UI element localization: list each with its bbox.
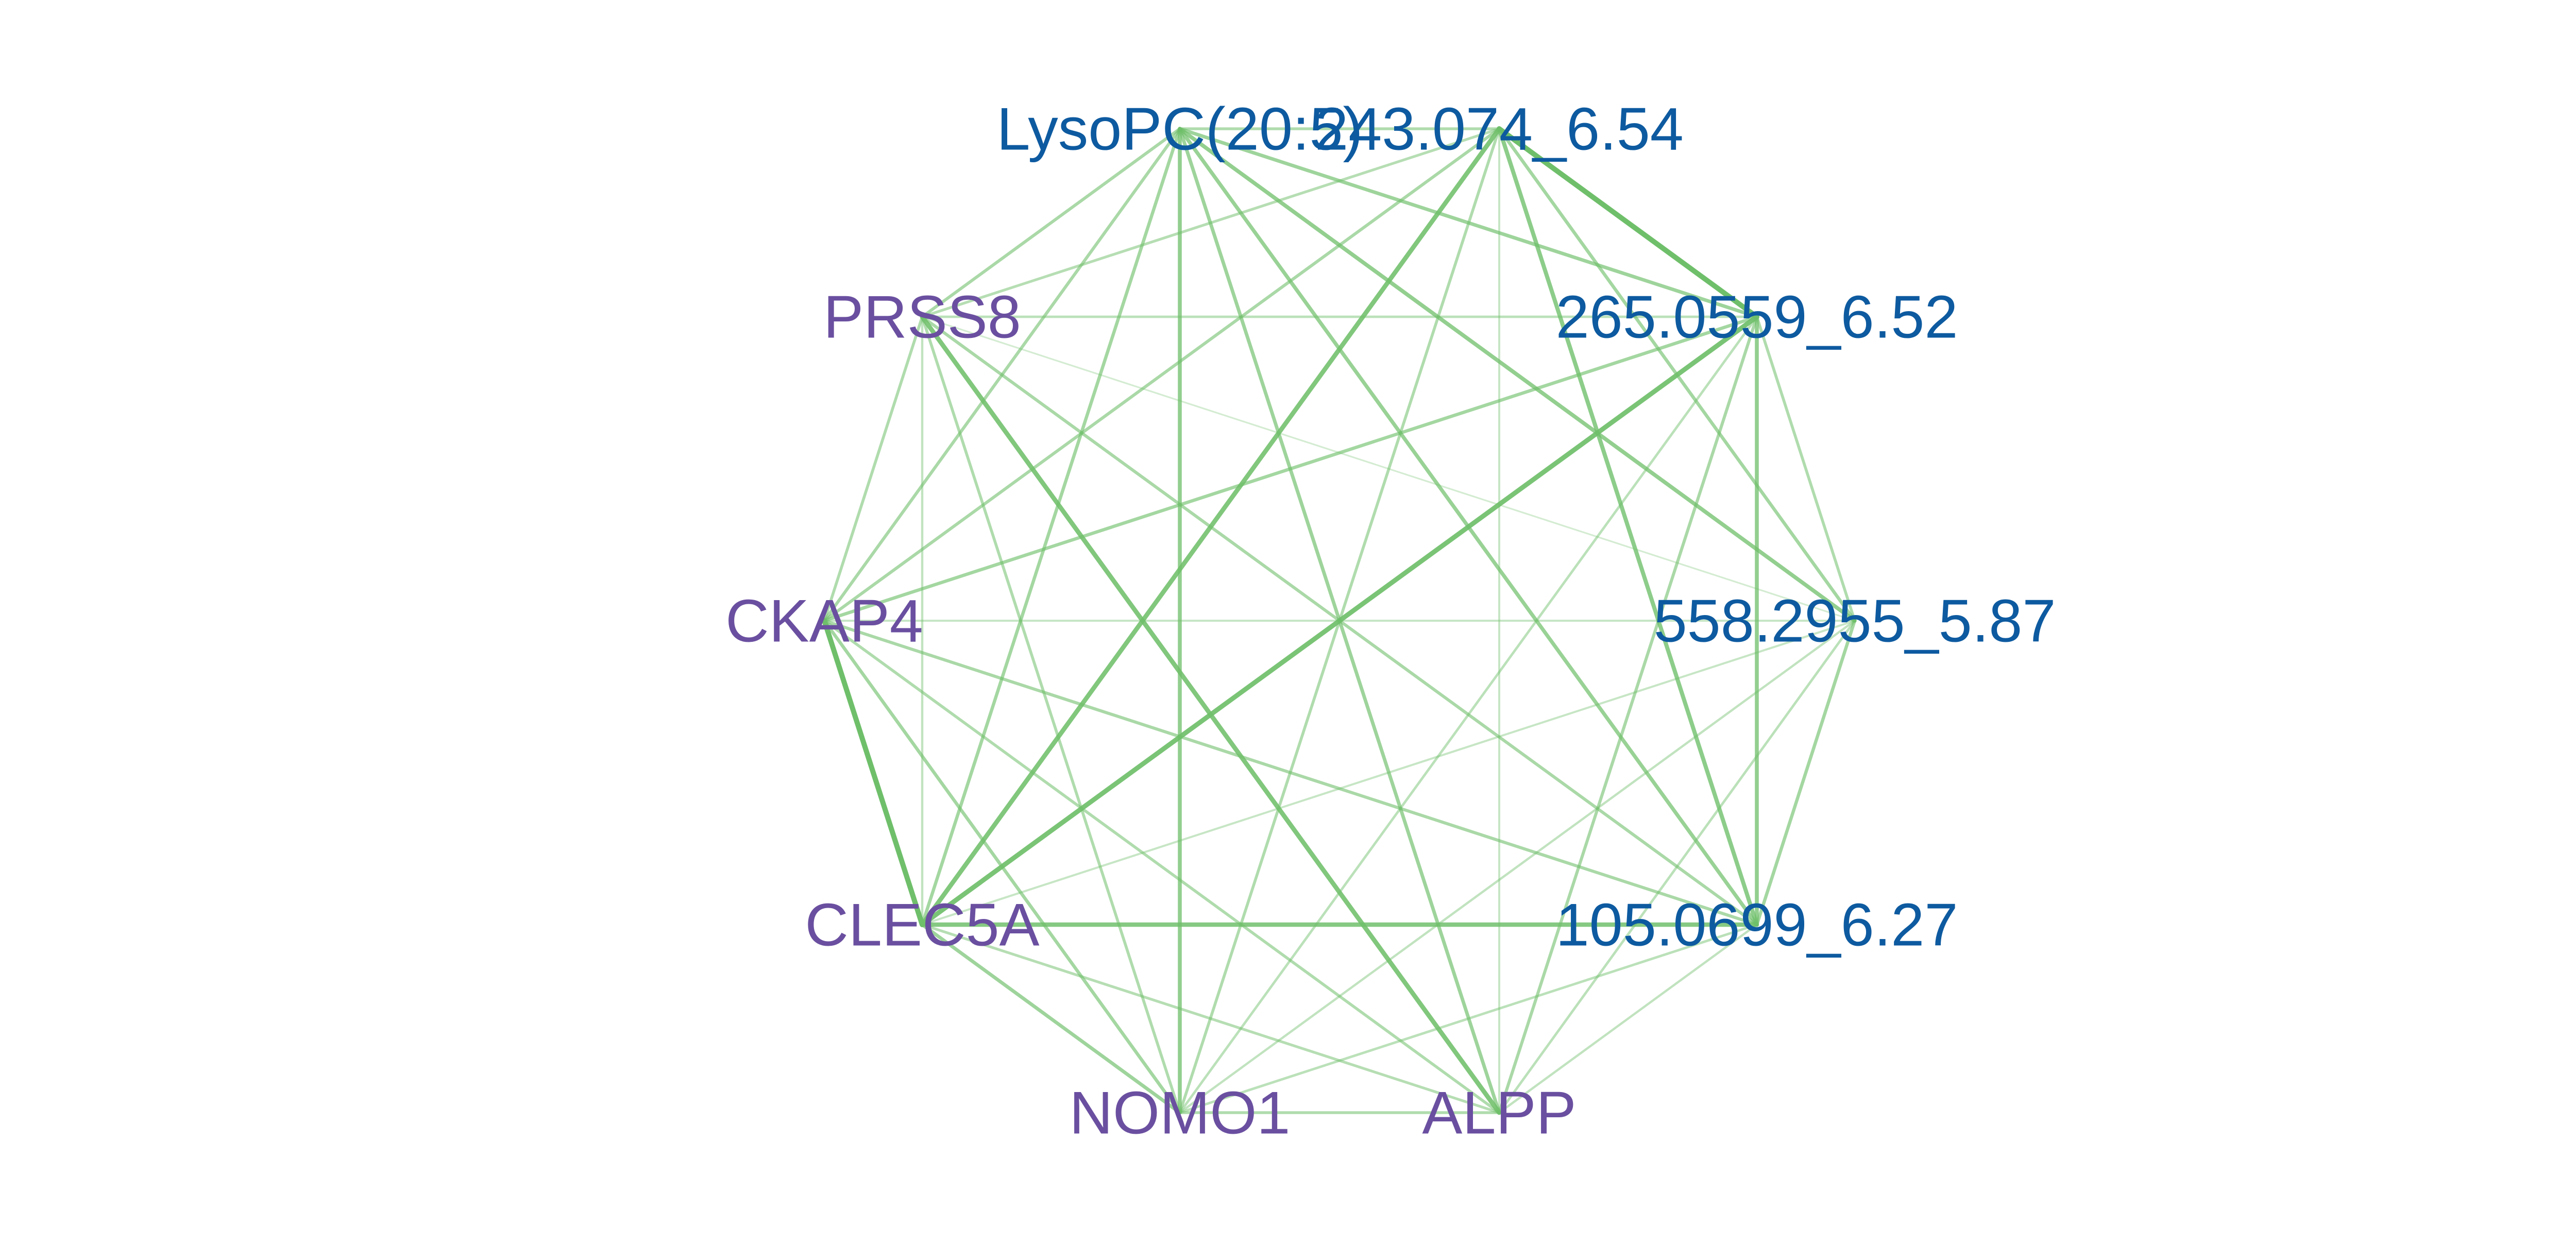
label-layer: LysoPC(20:5)243.074_6.54 265.0559_6.52 558… [725, 95, 2056, 1147]
edge-m558-m105 [1755, 619, 1857, 927]
edge-nomo1-ckap4 [822, 619, 1182, 1115]
edge-m105-alpp [1498, 923, 1758, 1114]
edge-layer [822, 126, 1857, 1115]
edge-m243-prss8 [921, 127, 1501, 318]
edge-lysopc-clec5a [920, 127, 1182, 927]
edge-m265-alpp [1498, 315, 1758, 1114]
edge-m265-m558 [1755, 315, 1856, 622]
edge-m558-clec5a [921, 620, 1856, 926]
edge-m243-m265 [1497, 126, 1759, 319]
node-label-nomo1: NOMO1 [1069, 1079, 1290, 1147]
node-label-lysopc: LysoPC(20:5) [997, 95, 1363, 163]
node-label-m243: 243.074_6.54 [1315, 95, 1684, 163]
edge-alpp-ckap4 [823, 619, 1501, 1114]
node-label-m558: 558.2955_5.87 [1654, 587, 2056, 655]
edge-alpp-prss8 [920, 314, 1502, 1115]
node-label-clec5a: CLEC5A [805, 891, 1039, 959]
edge-alpp-clec5a [921, 923, 1501, 1114]
edge-m105-ckap4 [823, 619, 1758, 926]
edge-m243-m105 [1497, 127, 1759, 927]
edge-m105-prss8 [921, 315, 1758, 926]
node-label-m105: 105.0699_6.27 [1556, 891, 1958, 959]
edge-nomo1-prss8 [921, 315, 1181, 1114]
edge-m243-ckap4 [823, 127, 1501, 622]
edge-clec5a-ckap4 [822, 618, 925, 927]
node-label-m265: 265.0559_6.52 [1556, 283, 1958, 351]
edge-lysopc-m558 [1178, 127, 1857, 623]
edge-ckap4-prss8 [823, 315, 924, 622]
edge-lysopc-prss8 [921, 127, 1181, 318]
node-label-alpp: ALPP [1422, 1079, 1576, 1147]
edge-m558-nomo1 [1178, 619, 1856, 1114]
edge-m105-nomo1 [1178, 923, 1758, 1114]
edge-m265-ckap4 [822, 315, 1759, 623]
edge-m558-prss8 [921, 316, 1856, 622]
edge-nomo1-clec5a [920, 923, 1182, 1115]
node-label-prss8: PRSS8 [823, 283, 1021, 351]
node-label-ckap4: CKAP4 [725, 587, 923, 655]
